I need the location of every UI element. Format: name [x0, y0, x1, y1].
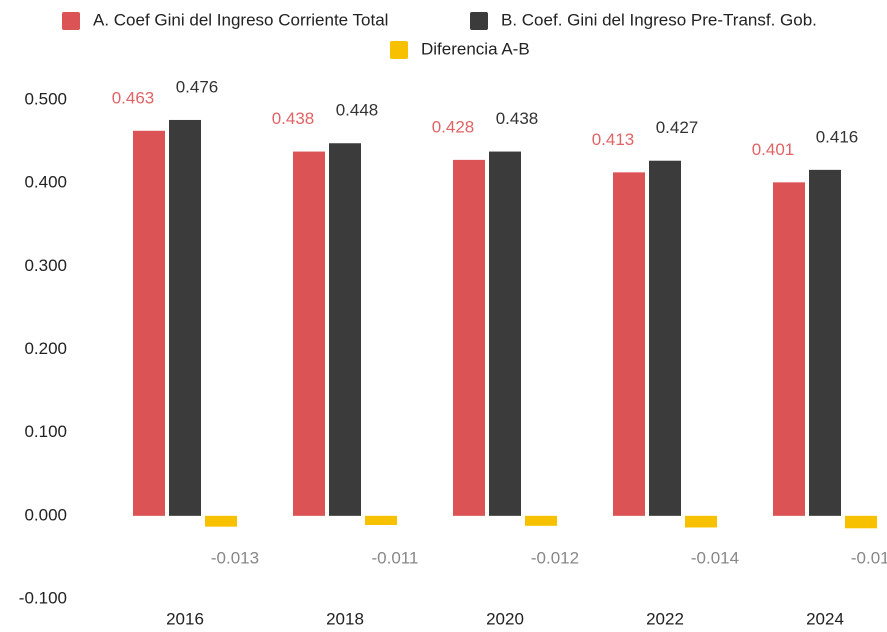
bar: [525, 515, 557, 526]
legend-swatch: [470, 12, 488, 30]
y-tick-label: -0.100: [19, 588, 67, 607]
legend-label: B. Coef. Gini del Ingreso Pre-Transf. Go…: [501, 10, 817, 29]
data-label: 0.416: [816, 127, 859, 146]
legend-label: Diferencia A-B: [421, 39, 530, 58]
data-label: 0.448: [336, 101, 379, 120]
data-label: -0.011: [372, 548, 419, 567]
data-label: -0.015: [851, 548, 887, 567]
bar: [133, 130, 165, 516]
x-tick-label: 2016: [166, 609, 204, 628]
x-tick-label: 2022: [646, 609, 684, 628]
bar: [169, 119, 201, 516]
bar: [365, 515, 397, 525]
data-label: 0.428: [432, 117, 475, 136]
y-tick-label: 0.300: [24, 256, 67, 275]
data-label: 0.438: [496, 109, 539, 128]
bar: [809, 169, 841, 516]
data-label: -0.012: [531, 548, 579, 567]
bar: [845, 515, 877, 529]
legend-swatch: [62, 12, 80, 30]
data-label: 0.427: [656, 118, 699, 137]
data-label: 0.413: [592, 130, 635, 149]
y-tick-label: 0.400: [24, 173, 67, 192]
data-label: 0.401: [752, 140, 795, 159]
bar: [773, 182, 805, 516]
bar: [613, 172, 645, 516]
bar: [293, 151, 325, 516]
bar: [649, 160, 681, 516]
data-label: -0.014: [691, 548, 739, 567]
y-tick-label: 0.000: [24, 505, 67, 524]
x-tick-label: 2020: [486, 609, 524, 628]
legend-swatch: [390, 41, 408, 59]
data-label: 0.438: [272, 109, 315, 128]
bar: [329, 143, 361, 516]
data-label: 0.476: [176, 77, 219, 96]
data-label: 0.463: [112, 88, 155, 107]
x-tick-label: 2024: [806, 609, 844, 628]
data-label: -0.013: [211, 548, 259, 567]
y-tick-label: 0.100: [24, 422, 67, 441]
y-tick-label: 0.200: [24, 339, 67, 358]
bar: [489, 151, 521, 516]
bar: [205, 515, 237, 527]
bar: [453, 159, 485, 516]
x-tick-label: 2018: [326, 609, 364, 628]
bar: [685, 515, 717, 528]
legend-label: A. Coef Gini del Ingreso Corriente Total: [93, 10, 388, 29]
y-tick-label: 0.500: [24, 89, 67, 108]
